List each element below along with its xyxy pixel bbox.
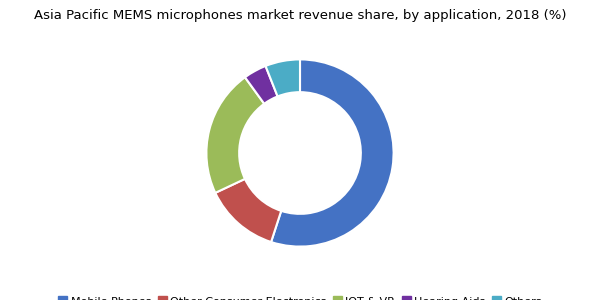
Wedge shape — [266, 59, 300, 96]
Text: Asia Pacific MEMS microphones market revenue share, by application, 2018 (%): Asia Pacific MEMS microphones market rev… — [34, 9, 566, 22]
Wedge shape — [271, 59, 394, 247]
Wedge shape — [215, 179, 281, 242]
Wedge shape — [206, 77, 264, 193]
Wedge shape — [245, 66, 278, 104]
Legend: Mobile Phones, Other Consumer Electronics, IOT & VR, Hearing Aids, Others: Mobile Phones, Other Consumer Electronic… — [58, 296, 542, 300]
